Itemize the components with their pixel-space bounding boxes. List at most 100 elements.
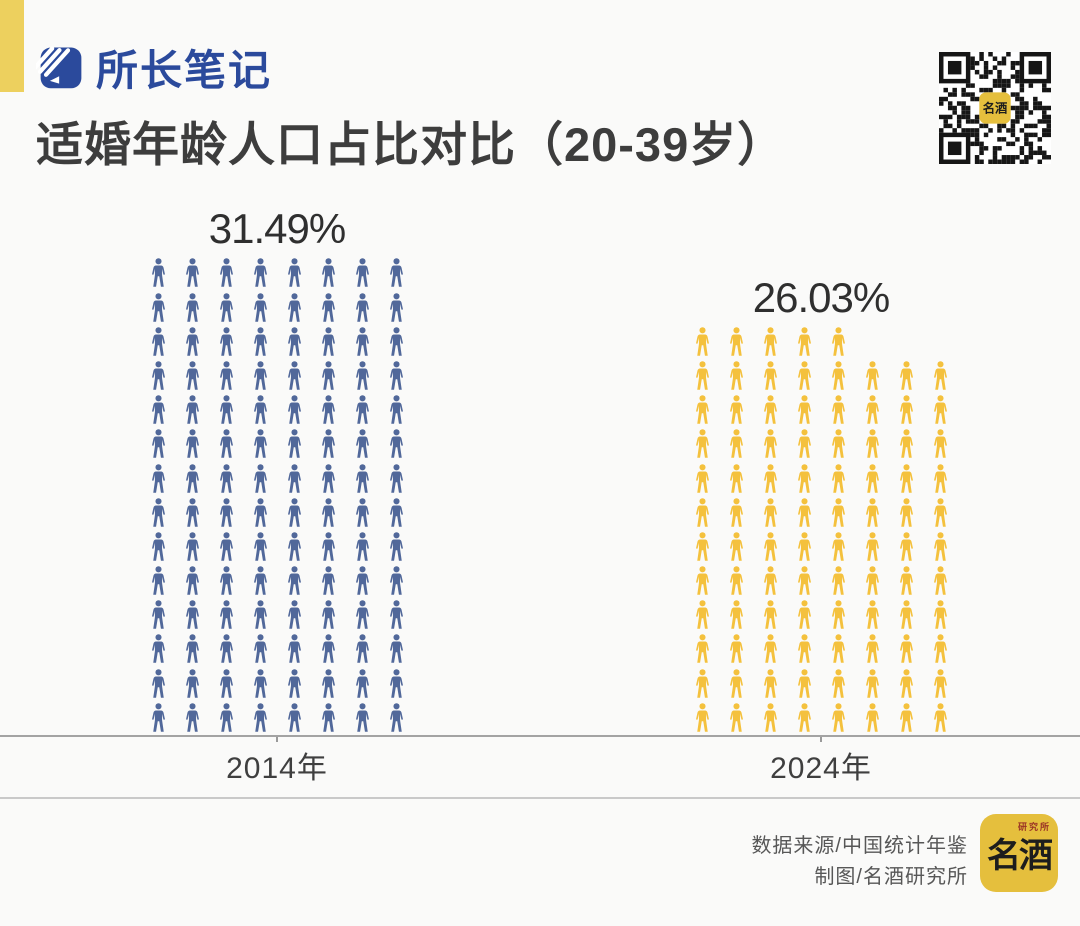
- person-icon: [821, 327, 855, 361]
- person-icon: [277, 566, 311, 600]
- person-icon: [243, 498, 277, 532]
- person-icon: [923, 361, 957, 395]
- person-icon: [379, 327, 413, 361]
- person-icon: [889, 566, 923, 600]
- person-icon: [379, 429, 413, 463]
- person-icon: [209, 634, 243, 668]
- person-icon: [787, 395, 821, 429]
- person-icon: [889, 634, 923, 668]
- person-icon: [719, 600, 753, 634]
- person-icon: [685, 395, 719, 429]
- person-icon: [277, 532, 311, 566]
- value-label-2014: 31.49%: [208, 205, 346, 253]
- icon-row: [141, 361, 413, 395]
- person-icon: [821, 669, 855, 703]
- person-icon: [855, 498, 889, 532]
- person-icon: [855, 566, 889, 600]
- person-icon: [311, 429, 345, 463]
- person-icon: [889, 532, 923, 566]
- icon-row: [685, 669, 957, 703]
- person-icon: [379, 258, 413, 292]
- footer-source: 数据来源/中国统计年鉴 制图/名酒研究所: [751, 831, 968, 893]
- person-icon: [685, 429, 719, 463]
- person-icon: [753, 634, 787, 668]
- person-icon: [175, 532, 209, 566]
- person-icon: [243, 600, 277, 634]
- person-icon: [821, 532, 855, 566]
- person-icon: [311, 600, 345, 634]
- logo-main-text: 名酒: [987, 836, 1053, 876]
- person-icon: [277, 600, 311, 634]
- person-icon: [209, 293, 243, 327]
- icon-row: [141, 258, 413, 292]
- person-icon: [753, 669, 787, 703]
- person-icon: [141, 464, 175, 498]
- person-icon: [209, 669, 243, 703]
- icon-row: [141, 634, 413, 668]
- credit-line: 制图/名酒研究所: [814, 866, 968, 888]
- person-icon: [379, 532, 413, 566]
- person-icon: [311, 634, 345, 668]
- person-icon: [753, 566, 787, 600]
- icon-row: [141, 293, 413, 327]
- icon-row: [685, 600, 957, 634]
- person-icon: [243, 429, 277, 463]
- icon-row: [141, 566, 413, 600]
- person-icon: [855, 532, 889, 566]
- person-icon: [311, 361, 345, 395]
- category-label-2014: 2014年: [226, 752, 328, 785]
- person-icon: [379, 634, 413, 668]
- person-icon: [277, 361, 311, 395]
- person-icon: [243, 634, 277, 668]
- person-icon: [379, 498, 413, 532]
- icon-row: [141, 600, 413, 634]
- person-icon: [209, 703, 243, 737]
- person-icon: [889, 464, 923, 498]
- person-icon: [685, 600, 719, 634]
- person-icon: [787, 498, 821, 532]
- person-icon: [821, 600, 855, 634]
- person-icon: [753, 395, 787, 429]
- person-icon: [719, 498, 753, 532]
- icon-row: [141, 703, 413, 737]
- person-icon: [889, 669, 923, 703]
- person-icon: [311, 669, 345, 703]
- person-icon: [141, 498, 175, 532]
- person-icon: [719, 532, 753, 566]
- pictograph-group-2024: 26.03%: [685, 273, 957, 737]
- qr-code: 名酒: [938, 52, 1052, 164]
- person-icon: [345, 464, 379, 498]
- person-icon: [855, 429, 889, 463]
- value-label-2024: 26.03%: [752, 273, 890, 321]
- person-icon: [175, 429, 209, 463]
- axis-tick-2014: [276, 737, 278, 742]
- person-icon: [175, 566, 209, 600]
- person-icon: [243, 669, 277, 703]
- person-icon: [855, 395, 889, 429]
- person-icon: [277, 293, 311, 327]
- person-icon: [753, 600, 787, 634]
- person-icon: [753, 327, 787, 361]
- person-icon: [787, 429, 821, 463]
- brand-logo: 所长笔记: [36, 44, 272, 94]
- person-icon: [787, 669, 821, 703]
- person-icon: [141, 258, 175, 292]
- person-icon: [685, 703, 719, 737]
- person-icon: [345, 600, 379, 634]
- person-icon: [685, 361, 719, 395]
- person-icon: [277, 258, 311, 292]
- person-icon: [923, 669, 957, 703]
- person-icon: [379, 395, 413, 429]
- person-icon: [345, 566, 379, 600]
- person-icon: [243, 464, 277, 498]
- person-icon: [209, 464, 243, 498]
- person-icon: [719, 327, 753, 361]
- person-icon: [923, 634, 957, 668]
- person-icon: [243, 293, 277, 327]
- person-icon: [277, 395, 311, 429]
- person-icon: [753, 429, 787, 463]
- person-icon: [379, 464, 413, 498]
- person-icon: [923, 600, 957, 634]
- person-icon: [719, 429, 753, 463]
